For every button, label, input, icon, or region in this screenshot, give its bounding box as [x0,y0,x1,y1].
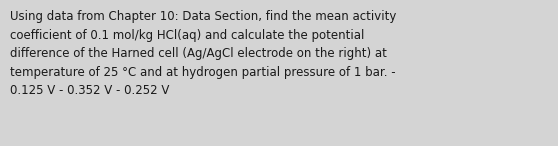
Text: Using data from Chapter 10: Data Section, find the mean activity
coefficient of : Using data from Chapter 10: Data Section… [10,10,396,97]
